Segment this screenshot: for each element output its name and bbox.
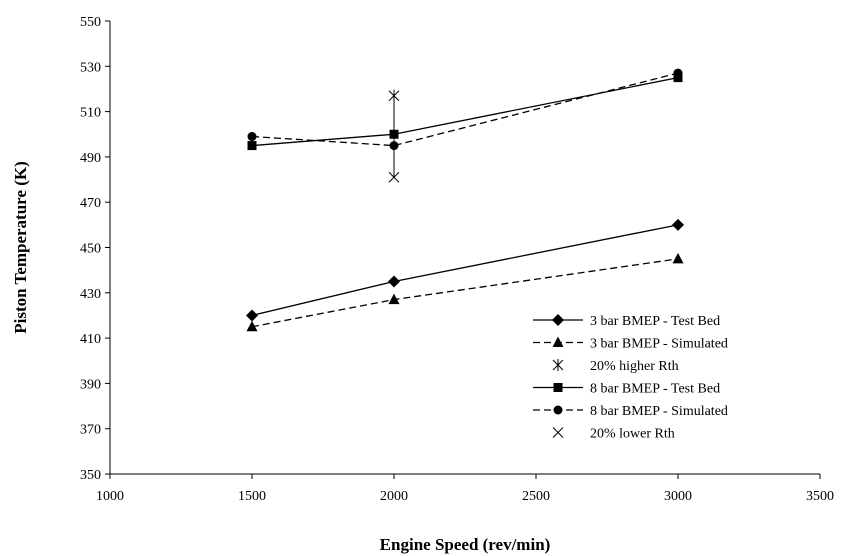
legend-item: 3 bar BMEP - Simulated	[533, 336, 728, 352]
x-axis-title: Engine Speed (rev/min)	[380, 535, 551, 554]
x-tick-label: 2000	[380, 489, 408, 504]
series-4	[247, 73, 683, 151]
legend: 3 bar BMEP - Test Bed 3 bar BMEP - Simula…	[533, 314, 728, 442]
legend-marker	[552, 314, 564, 326]
legend-item: 3 bar BMEP - Test Bed	[533, 314, 720, 329]
data-point	[673, 68, 683, 78]
x-tick-label: 1000	[96, 489, 124, 504]
x-tick-label: 2500	[522, 489, 550, 504]
x-tick-label: 3500	[806, 489, 834, 504]
legend-item: 8 bar BMEP - Simulated	[533, 404, 728, 419]
x-tick-label: 3000	[664, 489, 692, 504]
data-point	[388, 89, 400, 102]
legend-marker	[552, 427, 564, 438]
data-point	[388, 275, 400, 288]
legend-marker	[552, 336, 564, 347]
legend-item: 20% higher Rth	[552, 359, 679, 374]
legend-label: 8 bar BMEP - Test Bed	[590, 382, 720, 397]
legend-marker	[553, 405, 563, 415]
legend-label: 20% higher Rth	[590, 359, 679, 374]
cross-stroke	[552, 427, 564, 438]
data-point	[389, 129, 399, 139]
y-tick-label: 370	[80, 423, 101, 438]
y-tick-label: 450	[80, 242, 101, 257]
y-tick-label: 530	[80, 60, 101, 75]
data-point	[247, 141, 257, 151]
legend-label: 20% lower Rth	[590, 427, 675, 442]
series-2	[246, 252, 684, 332]
legend-label: 3 bar BMEP - Test Bed	[590, 314, 720, 329]
series-3	[388, 89, 400, 102]
data-point	[388, 293, 400, 305]
series-line	[251, 224, 679, 317]
data-point	[246, 309, 258, 322]
data-point	[672, 218, 684, 231]
legend-item: 20% lower Rth	[552, 427, 675, 442]
ticks: 1000 1500 2000 2500 3000 3500 350 370 390 410 430 4…	[80, 15, 834, 504]
series-line	[251, 76, 679, 147]
cross-stroke	[388, 171, 400, 183]
data-point	[388, 171, 400, 183]
data-point	[247, 132, 257, 142]
data-point	[389, 141, 399, 151]
y-tick-label: 510	[80, 106, 101, 121]
x-tick-label: 1500	[238, 489, 266, 504]
y-tick-label: 410	[80, 332, 101, 347]
series-line	[251, 72, 679, 147]
legend-label: 3 bar BMEP - Simulated	[590, 337, 728, 352]
series-1	[246, 218, 684, 322]
y-tick-label: 390	[80, 377, 101, 392]
legend-label: 8 bar BMEP - Simulated	[590, 404, 728, 419]
y-tick-label: 430	[80, 287, 101, 302]
y-tick-label: 490	[80, 151, 101, 166]
series-group	[246, 68, 684, 332]
data-point	[673, 73, 683, 83]
legend-item: 8 bar BMEP - Test Bed	[533, 382, 720, 397]
y-tick-label: 470	[80, 196, 101, 211]
data-point	[246, 320, 258, 332]
y-tick-label: 350	[80, 468, 101, 483]
series-5	[247, 68, 683, 151]
data-point	[672, 252, 684, 264]
legend-marker	[553, 383, 563, 392]
y-tick-label: 550	[80, 15, 101, 30]
series-6	[388, 171, 400, 183]
legend-marker	[552, 359, 564, 371]
y-axis-title: Piston Temperature (K)	[11, 161, 30, 334]
